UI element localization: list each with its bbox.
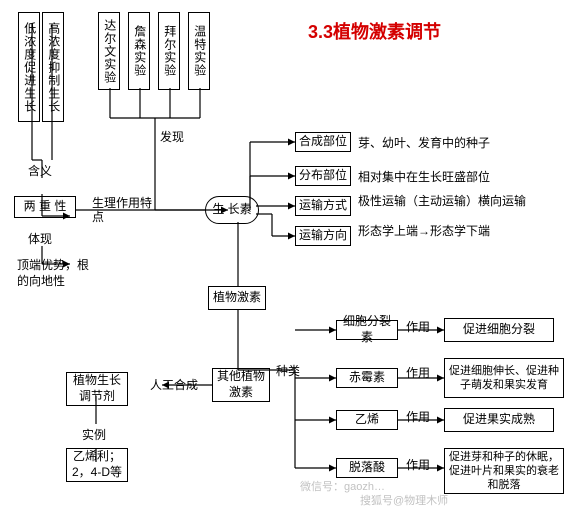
label-zuoyong2: 作用 [406,364,430,381]
node-cell-div: 细胞分裂素 [336,320,398,340]
node-darwin: 达尔文实验 [98,12,120,90]
node-ethylene: 乙烯 [336,410,398,430]
node-hecheng: 合成部位 [295,132,351,152]
val-aba: 促进芽和种子的休眠，促进叶片和果实的衰老和脱落 [444,448,564,494]
node-ding-gen: 顶端优势，根的向地性 [14,256,92,292]
node-aba: 脱落酸 [336,458,398,478]
node-gibberellin: 赤霉素 [336,368,398,388]
label-shili: 实例 [82,426,106,443]
node-low-conc: 低浓度促进生长 [18,12,40,122]
label-tixian: 体现 [28,230,52,247]
val-cell-div: 促进细胞分裂 [444,318,554,342]
val-gibberellin: 促进细胞伸长、促进种子萌发和果实发育 [444,358,564,398]
node-yunshu-fs: 运输方式 [295,196,351,216]
node-fenbu: 分布部位 [295,166,351,186]
val-hecheng: 芽、幼叶、发育中的种子 [358,134,490,151]
label-hanyi: 含义 [28,162,52,179]
node-liangchong: 两 重 性 [14,196,76,218]
label-zuoyong4: 作用 [406,456,430,473]
node-other-hormone: 其他植物激素 [212,368,270,402]
val-ethylene: 促进果实成熟 [444,408,554,432]
watermark-sh: 搜狐号@物理木师 [360,492,448,508]
node-plant-hormone: 植物激素 [208,286,266,310]
label-shengli: 生理作用特点 [92,196,152,225]
label-faxian: 发现 [160,128,184,145]
val-yunshu-fx: 形态学上端→形态学下端 [358,222,538,239]
page-title: 3.3植物激素调节 [308,18,441,44]
label-zuoyong3: 作用 [406,408,430,425]
node-shili: 乙烯利；2，4-D等 [66,448,128,482]
label-zuoyong1: 作用 [406,318,430,335]
label-zhonglei: 种类 [276,362,300,379]
node-yunshu-fx: 运输方向 [295,226,351,246]
node-went: 温特实验 [188,12,210,90]
label-rengong: 人工合成 [150,376,198,393]
node-regulator: 植物生长调节剂 [66,372,128,406]
val-yunshu-fs: 极性运输（主动运输）横向运输 [358,192,538,209]
node-bayer: 拜尔实验 [158,12,180,90]
val-fenbu: 相对集中在生长旺盛部位 [358,168,490,185]
node-auxin: 生 长素 [205,196,259,224]
node-high-conc: 高浓度抑制生长 [42,12,64,122]
node-jensen: 詹森实验 [128,12,150,90]
